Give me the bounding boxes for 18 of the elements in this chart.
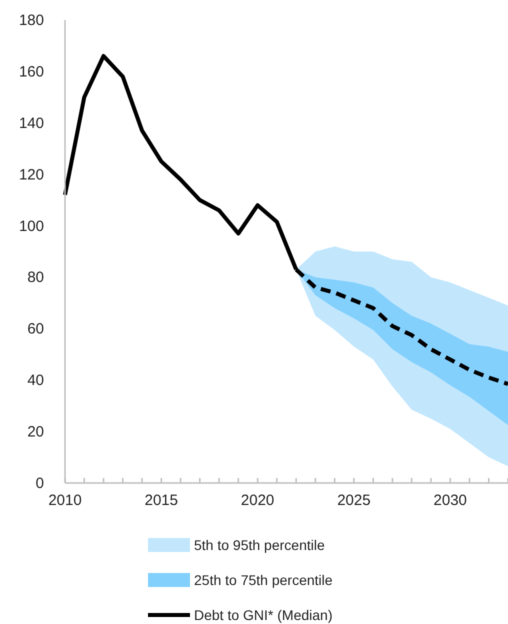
y-tick-label: 160 xyxy=(18,63,44,80)
legend-label: 5th to 95th percentile xyxy=(194,537,325,553)
x-tick-label: 2010 xyxy=(48,492,82,509)
y-tick-label: 40 xyxy=(27,372,44,390)
y-tick-label: 0 xyxy=(36,475,44,492)
legend-label: 25th to 75th percentile xyxy=(194,572,333,588)
y-tick-label: 100 xyxy=(18,218,44,235)
y-tick-label: 180 xyxy=(18,12,44,29)
x-tick-label: 2020 xyxy=(240,492,274,509)
y-tick-label: 20 xyxy=(27,424,44,441)
x-tick-label: 2025 xyxy=(337,492,371,509)
y-tick-label: 120 xyxy=(18,166,44,184)
y-tick-label: 60 xyxy=(27,320,44,338)
y-tick-label: 80 xyxy=(27,269,44,286)
x-tick-label: 2030 xyxy=(434,492,467,509)
x-tick-label: 2015 xyxy=(144,492,178,509)
legend-label: Debt to GNI* (Median) xyxy=(194,607,332,623)
y-tick-label: 140 xyxy=(18,114,44,132)
